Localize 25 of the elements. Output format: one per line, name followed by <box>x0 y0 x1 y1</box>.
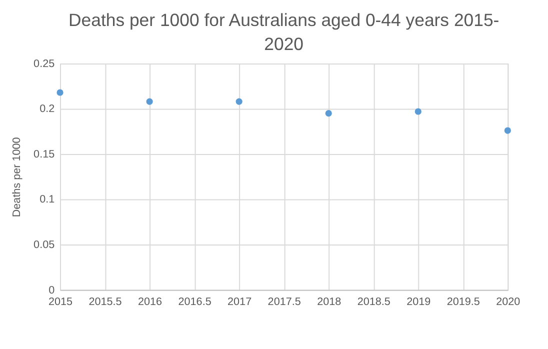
point <box>236 98 242 105</box>
x-tick-label: 2016 <box>138 296 162 308</box>
x-tick-label: 2017 <box>228 296 252 308</box>
point <box>504 127 511 134</box>
x-tick-label: 2015 <box>48 296 73 308</box>
x-tick-label: 2018.5 <box>357 296 390 308</box>
y-tick-label: 0.2 <box>40 103 55 116</box>
point <box>414 108 422 115</box>
x-tick-label: 2016.5 <box>178 296 212 308</box>
point <box>56 89 64 96</box>
y-tick-label: 0 <box>48 284 55 296</box>
x-tick-label: 2015.5 <box>88 296 122 308</box>
point <box>146 98 153 105</box>
x-tick-label: 2017.5 <box>268 296 301 308</box>
y-tick-label: 0.05 <box>34 239 55 252</box>
point <box>325 110 332 117</box>
x-tick-label: 2018 <box>317 296 342 308</box>
chart-title: Deaths per 1000 for Australians aged 0-44 years 2015-2020 <box>68 10 500 54</box>
y-axis-title: Deaths per 1000 <box>10 137 23 218</box>
y-tick-label: 0.25 <box>34 58 55 70</box>
y-tick-label: 0.1 <box>40 194 55 206</box>
y-tick-label: 0.15 <box>34 148 55 160</box>
x-tick-label: 2020 <box>496 296 520 308</box>
x-tick-label: 2019.5 <box>446 296 480 308</box>
x-tick-label: 2019 <box>406 296 431 308</box>
